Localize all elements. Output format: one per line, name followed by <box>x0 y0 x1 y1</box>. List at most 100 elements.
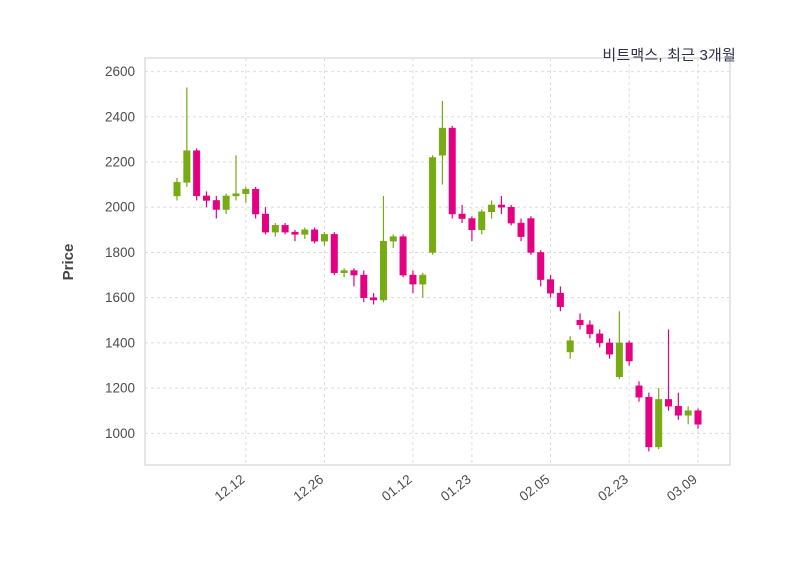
candle <box>438 100 446 185</box>
candle <box>517 218 525 242</box>
candle <box>202 191 210 208</box>
candle <box>173 177 181 201</box>
candle <box>665 329 673 411</box>
candles <box>173 87 702 452</box>
candle-body <box>222 195 230 210</box>
candle-body <box>379 240 387 301</box>
candle-body <box>429 157 437 253</box>
candle-body <box>665 399 673 407</box>
candle <box>606 338 614 359</box>
y-axis-label: Price <box>60 243 77 281</box>
gridlines <box>145 58 730 465</box>
candle-body <box>340 270 348 274</box>
candle <box>547 275 555 298</box>
candle-body <box>448 127 456 215</box>
x-tick-label: 01.23 <box>438 472 474 505</box>
candle <box>635 381 643 402</box>
candle <box>625 340 633 366</box>
candle-body <box>252 188 260 215</box>
candle-body <box>537 252 545 280</box>
y-tick-label: 2000 <box>105 200 135 215</box>
candle-body <box>320 234 328 242</box>
candle-body <box>193 150 201 197</box>
y-tick-label: 2600 <box>105 64 135 79</box>
chart-title: 비트맥스, 최근 3개월 <box>602 47 736 64</box>
candle <box>694 408 702 429</box>
x-tick-label: 01.12 <box>379 472 415 505</box>
candle <box>419 272 427 298</box>
candle <box>271 223 279 237</box>
candle-body <box>281 225 289 233</box>
candle <box>311 227 319 244</box>
y-tick-label: 2200 <box>105 155 135 170</box>
candle <box>566 336 574 359</box>
candle <box>645 392 653 452</box>
candle-body <box>625 342 633 362</box>
candle-body <box>684 410 692 416</box>
candle-body <box>527 218 535 253</box>
candle <box>379 195 387 303</box>
candle-body <box>330 234 338 274</box>
candle <box>655 388 663 450</box>
candle <box>212 195 220 219</box>
candle <box>320 232 328 246</box>
candle <box>458 204 466 224</box>
candle <box>261 207 269 235</box>
candle-body <box>271 225 279 233</box>
candle <box>281 223 289 235</box>
candle <box>488 200 496 219</box>
candle-body <box>399 236 407 276</box>
x-tick-label: 02.05 <box>517 472 553 505</box>
candle-body <box>507 206 515 224</box>
y-tick-label: 2400 <box>105 109 135 124</box>
candle <box>350 268 358 287</box>
candle-body <box>606 342 614 355</box>
candle <box>556 286 564 312</box>
candle-body <box>478 211 486 231</box>
candle-body <box>409 274 417 285</box>
y-tick-label: 1000 <box>105 426 135 441</box>
plot-area <box>144 57 731 466</box>
candle <box>193 148 201 201</box>
candle <box>615 311 623 380</box>
candle <box>340 268 348 278</box>
candle <box>497 195 505 215</box>
candle <box>252 186 260 219</box>
candle <box>527 216 535 255</box>
candle-body <box>360 274 368 298</box>
candle-body <box>547 279 555 294</box>
candle-body <box>635 385 643 398</box>
candle <box>409 270 417 294</box>
candle <box>222 193 230 215</box>
candle <box>684 406 692 425</box>
candle-body <box>301 229 309 235</box>
x-tick-label: 12.12 <box>212 472 248 505</box>
candle-body <box>370 297 378 301</box>
candle <box>232 155 240 201</box>
candle <box>389 234 397 248</box>
candle-body <box>596 333 604 344</box>
x-tick-label: 12.26 <box>290 472 326 505</box>
candle-body <box>202 195 210 201</box>
candle <box>507 204 515 226</box>
candle <box>586 320 594 339</box>
candle-body <box>615 342 623 378</box>
candle <box>399 234 407 278</box>
candle-body <box>458 213 466 219</box>
candle-body <box>183 150 191 183</box>
candle-body <box>556 292 564 307</box>
candle-body <box>655 399 663 448</box>
candle <box>291 229 299 242</box>
candle <box>537 250 545 287</box>
candle <box>330 232 338 276</box>
y-tick-label: 1600 <box>105 290 135 305</box>
x-tick-label: 02.23 <box>595 472 631 505</box>
candle-body <box>389 236 397 242</box>
candle <box>183 87 191 187</box>
candle <box>674 392 682 420</box>
candle-body <box>350 270 358 276</box>
candle <box>360 270 368 303</box>
candle-body <box>261 213 269 233</box>
candle <box>468 216 476 242</box>
